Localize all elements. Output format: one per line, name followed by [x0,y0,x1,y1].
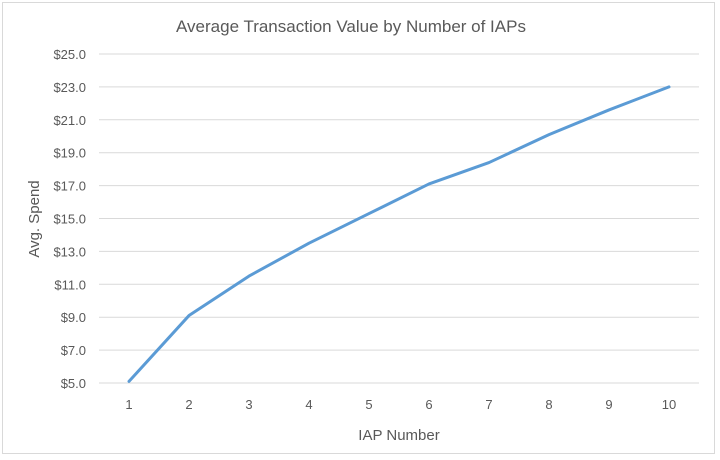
y-tick-label: $19.0 [53,146,86,161]
y-tick-label: $11.0 [54,277,86,292]
y-tick-label: $17.0 [53,179,86,194]
chart-frame [2,2,715,454]
x-tick-label: 2 [185,397,192,412]
x-axis-label: IAP Number [358,427,439,444]
chart-title: Average Transaction Value by Number of I… [176,17,526,36]
y-tick-label: $9.0 [61,310,86,325]
gridlines [99,53,699,384]
series-line [127,85,671,383]
y-tick-label: $13.0 [53,244,86,259]
y-axis-label: Avg. Spend [26,180,43,257]
x-tick-label: 5 [365,397,372,412]
x-tick-label: 8 [545,397,552,412]
y-tick-label: $25.0 [53,47,86,62]
y-tick-label: $5.0 [61,376,86,391]
y-tick-label: $21.0 [53,113,86,128]
x-tick-label: 3 [245,397,252,412]
x-tick-label: 4 [305,397,312,412]
y-axis-ticks: $5.0 $7.0 $9.0 $11.0 $13.0 $15.0 $17.0 $19.0 $21… [53,47,86,391]
y-tick-label: $23.0 [53,80,86,95]
series-group [127,85,671,383]
y-tick-label: $7.0 [61,343,86,358]
x-tick-label: 10 [662,397,676,412]
y-tick-label: $15.0 [53,212,86,227]
x-axis-ticks: 1 2 3 4 5 6 7 8 9 10 [125,397,676,412]
x-tick-label: 7 [485,397,492,412]
x-tick-label: 6 [425,397,432,412]
x-tick-label: 9 [605,397,612,412]
x-tick-label: 1 [125,397,132,412]
